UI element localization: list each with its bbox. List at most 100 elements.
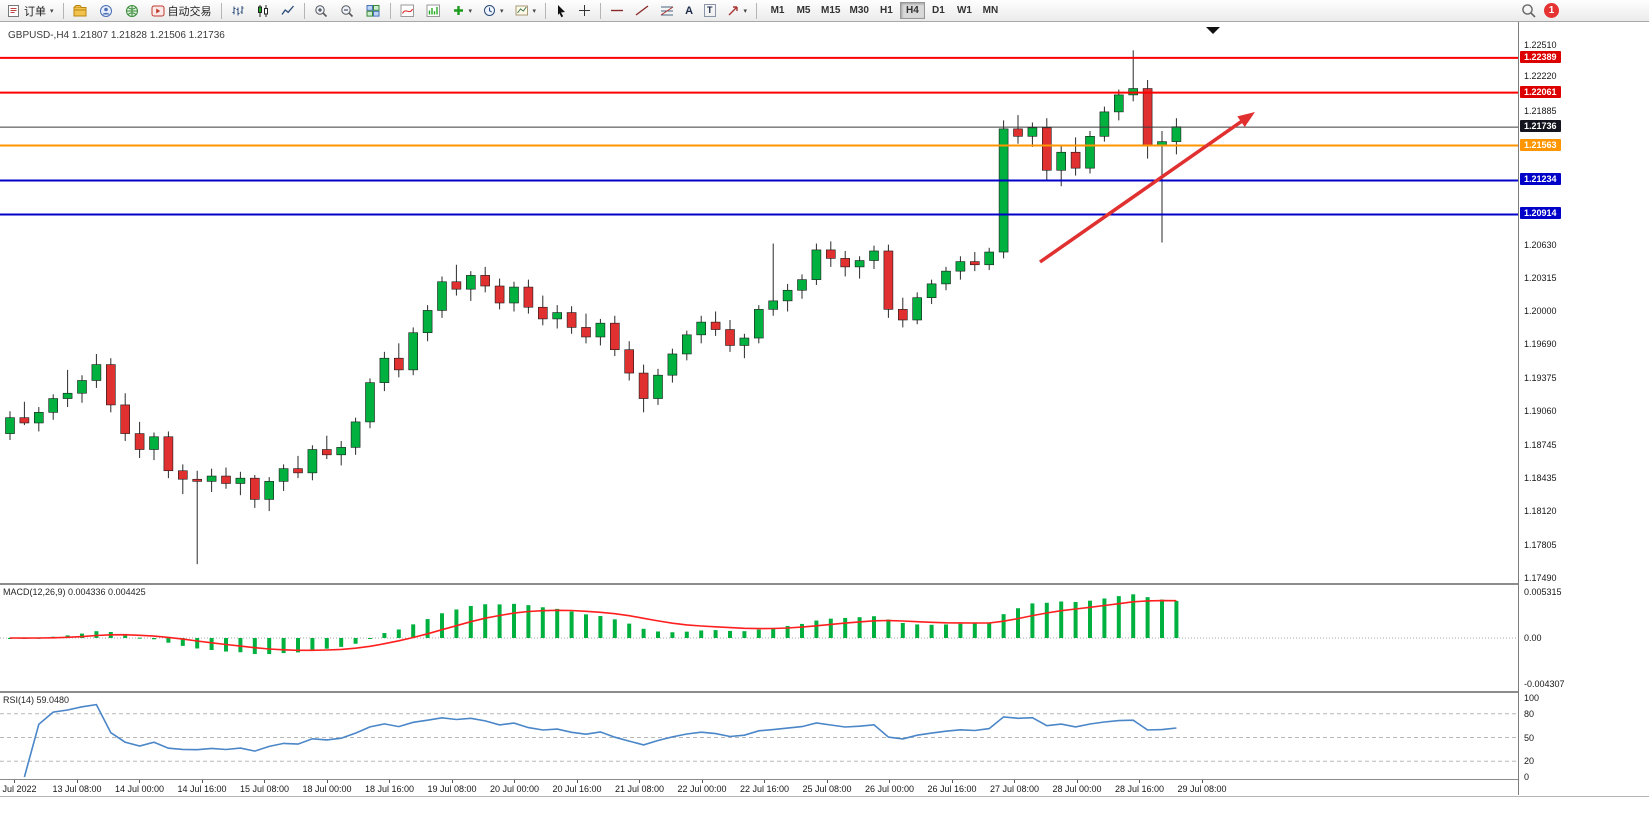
time-axis-label: 19 Jul 08:00 — [427, 784, 477, 794]
time-axis-label: 18 Jul 16:00 — [365, 784, 415, 794]
time-axis-label: 14 Jul 00:00 — [115, 784, 165, 794]
zoom-out-button[interactable] — [335, 2, 360, 20]
profiles-icon — [73, 4, 88, 18]
toolbar-separator — [220, 2, 222, 19]
tile-windows-icon — [366, 4, 381, 18]
text-label-tool-button[interactable]: T — [699, 2, 721, 20]
symbol-period-label: GBPUSD-,H4 — [8, 30, 70, 41]
template-icon — [515, 4, 529, 17]
hline-tool-button[interactable] — [605, 2, 629, 20]
timeframe-m5-button[interactable]: M5 — [791, 2, 816, 19]
cursor-tool-button[interactable] — [550, 2, 572, 20]
time-axis-label: 22 Jul 16:00 — [740, 784, 790, 794]
rsi-label: RSI(14) 59.0480 — [3, 695, 70, 705]
panel-separator[interactable] — [0, 583, 1649, 585]
trendline-icon — [635, 4, 649, 17]
text-tool-button[interactable]: A — [680, 2, 698, 20]
timeframe-m30-button[interactable]: M30 — [845, 2, 872, 19]
macd-panel[interactable]: MACD(12,26,9) 0.004336 0.004425 — [0, 585, 1518, 691]
horizontal-line-icon — [610, 4, 624, 17]
objects-list-button[interactable] — [421, 2, 446, 20]
crosshair-icon — [578, 4, 591, 17]
timeframe-m1-button[interactable]: M1 — [765, 2, 790, 19]
toolbar-separator — [389, 2, 391, 19]
candlestick-chart-icon — [256, 4, 270, 18]
data-window-button[interactable] — [120, 2, 145, 20]
zoom-out-icon — [340, 4, 355, 18]
caret-down-icon: ▾ — [743, 7, 748, 15]
chart-title: GBPUSD-,H4 1.21807 1.21828 1.21506 1.217… — [8, 30, 225, 41]
time-axis-tick — [576, 780, 578, 783]
autotrading-button[interactable]: 自动交易 — [146, 2, 217, 20]
arrows-tool-dropdown[interactable]: ▾ — [722, 2, 753, 20]
line-chart-button[interactable] — [276, 2, 300, 20]
add-indicator-dropdown[interactable]: ▾ — [447, 2, 478, 20]
price-chart-panel[interactable]: GBPUSD-,H4 1.21807 1.21828 1.21506 1.217… — [0, 22, 1518, 583]
time-axis-label: 26 Jul 16:00 — [927, 784, 977, 794]
trendline-tool-button[interactable] — [630, 2, 654, 20]
timeframe-w1-button[interactable]: W1 — [952, 2, 977, 19]
periods-dropdown[interactable]: ▾ — [478, 2, 509, 20]
toolbar-right-group: 1 — [1521, 3, 1559, 19]
indicators-button[interactable] — [395, 2, 420, 20]
time-axis-tick — [76, 780, 78, 783]
time-axis-label: 27 Jul 08:00 — [990, 784, 1040, 794]
indicators-icon — [400, 4, 415, 18]
line-chart-icon — [280, 4, 295, 18]
templates-dropdown[interactable]: ▾ — [510, 2, 542, 20]
price-tick-label: 1.20000 — [1524, 306, 1557, 317]
zoom-in-button[interactable] — [309, 2, 334, 20]
price-badge: 1.21234 — [1520, 173, 1561, 186]
time-axis-tick — [139, 780, 140, 783]
search-icon[interactable] — [1521, 3, 1537, 19]
macd-label: MACD(12,26,9) 0.004336 0.004425 — [3, 587, 146, 597]
notification-badge[interactable]: 1 — [1544, 3, 1559, 18]
panel-separator — [0, 779, 1649, 780]
time-axis-tick — [1201, 780, 1203, 783]
time-axis[interactable]: 12 Jul 2022 13 Jul 08:00 14 Jul 00:00 14 Ju… — [0, 780, 1518, 797]
macd-scale-label: 0.005315 — [1524, 587, 1562, 597]
window-bottom-space — [0, 797, 1649, 830]
cursor-icon — [555, 4, 567, 18]
time-axis-label: 29 Jul 08:00 — [1177, 784, 1227, 794]
toolbar-separator — [303, 2, 305, 19]
panel-separator[interactable] — [0, 691, 1649, 693]
rsi-scale-label: 80 — [1524, 708, 1535, 719]
price-tick-label: 1.18435 — [1524, 472, 1557, 483]
macd-scale-label: -0.004307 — [1524, 679, 1565, 689]
market-watch-button[interactable] — [94, 2, 119, 20]
time-axis-label: 20 Jul 16:00 — [552, 784, 602, 794]
price-badge: 1.21563 — [1520, 138, 1561, 151]
time-axis-label: 14 Jul 16:00 — [177, 784, 227, 794]
bar-chart-icon — [231, 4, 245, 18]
fibonacci-tool-button[interactable] — [655, 2, 679, 20]
caret-down-icon: ▾ — [532, 7, 537, 15]
price-tick-label: 1.19375 — [1524, 372, 1557, 383]
new-order-button[interactable]: 订单 ▾ — [2, 2, 59, 20]
time-axis-label: 22 Jul 00:00 — [677, 784, 727, 794]
time-axis-label: 21 Jul 08:00 — [615, 784, 665, 794]
rsi-panel[interactable]: RSI(14) 59.0480 — [0, 693, 1518, 779]
autotrading-label: 自动交易 — [167, 5, 212, 18]
time-axis-tick — [264, 780, 265, 783]
price-badge: 1.21736 — [1520, 120, 1561, 133]
timeframe-m15-button[interactable]: M15 — [817, 2, 844, 19]
tile-windows-button[interactable] — [361, 2, 386, 20]
zoom-in-icon — [314, 4, 329, 18]
timeframe-h1-button[interactable]: H1 — [874, 2, 899, 19]
profiles-button[interactable] — [68, 2, 93, 20]
bar-chart-button[interactable] — [226, 2, 250, 20]
add-indicator-plus-icon — [452, 4, 465, 17]
candlestick-chart-button[interactable] — [251, 2, 275, 20]
toolbar-separator — [600, 2, 602, 19]
price-axis[interactable]: 1.22510 1.22220 1.21885 1.20630 1.20315 1.200… — [1518, 22, 1649, 795]
timeframe-h4-button[interactable]: H4 — [899, 2, 925, 19]
crosshair-tool-button[interactable] — [573, 2, 596, 20]
timeframe-group: M1 M5 M15 M30 H1 H4 D1 W1 MN — [765, 2, 1003, 19]
clock-icon — [483, 4, 496, 17]
timeframe-d1-button[interactable]: D1 — [926, 2, 951, 19]
text-label-tool-label: T — [704, 4, 716, 17]
toolbar-separator — [545, 2, 547, 19]
price-tick-label: 1.19060 — [1524, 406, 1557, 417]
timeframe-mn-button[interactable]: MN — [978, 2, 1003, 19]
